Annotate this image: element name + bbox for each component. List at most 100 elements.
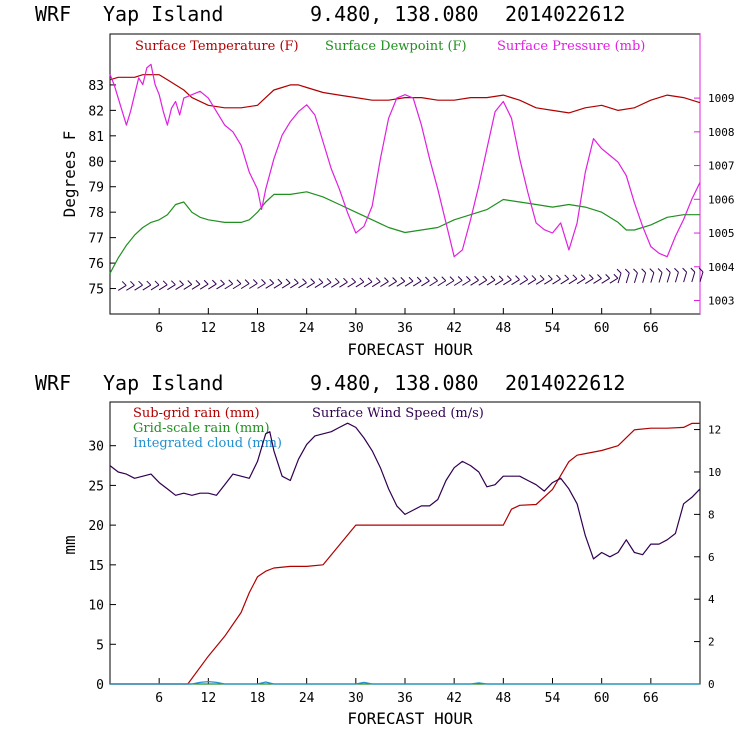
wind-barb <box>249 279 258 289</box>
panel2-run: 2014022612 <box>505 371 625 395</box>
y2-tick-label: 1003 <box>708 295 735 308</box>
panel1-y-axis-label: Degrees F <box>60 131 79 218</box>
x-tick-label: 48 <box>496 321 512 336</box>
y-tick-label: 81 <box>88 130 104 145</box>
x-tick-label: 30 <box>348 321 364 336</box>
panel1-model: WRF <box>35 2 71 26</box>
wind-barb <box>585 274 594 285</box>
wind-barb <box>322 278 332 288</box>
x-tick-label: 66 <box>643 321 659 336</box>
wind-barb <box>142 280 152 291</box>
wind-barb <box>265 278 275 289</box>
panel2-y-ticks: 0 5 10 15 20 25 30 <box>88 440 116 693</box>
wind-barb <box>568 274 578 285</box>
wind-barb <box>682 267 688 283</box>
wind-barb <box>175 280 184 291</box>
y-tick-label: 5 <box>96 638 104 653</box>
wind-barb <box>649 268 655 283</box>
y2-tick-label: 10 <box>708 466 721 479</box>
panel2-legend-gridscale-rain: Grid-scale rain (mm) <box>133 421 270 436</box>
wind-barb <box>511 275 520 286</box>
y-tick-label: 25 <box>88 479 104 494</box>
wind-barb <box>544 274 553 285</box>
wind-barb <box>150 280 160 291</box>
panel2-x-axis-label: FORECAST HOUR <box>347 709 473 728</box>
y-tick-label: 75 <box>88 283 104 298</box>
panel1-x-axis-label: FORECAST HOUR <box>347 340 473 359</box>
y2-tick-label: 4 <box>708 593 715 606</box>
y2-tick-label: 1008 <box>708 126 735 139</box>
wind-barb <box>609 273 619 284</box>
panel2-y-axis-label: mm <box>60 535 79 554</box>
x-tick-label: 42 <box>446 691 462 706</box>
y2-tick-label: 12 <box>708 424 721 437</box>
wind-barb <box>437 276 447 287</box>
wind-barb <box>404 276 414 287</box>
wind-barb <box>208 279 217 290</box>
wind-barb <box>616 268 622 284</box>
wind-barb <box>698 267 704 283</box>
panel1-legend-pressure: Surface Pressure (mb) <box>497 39 645 54</box>
series-line-surface-dewpoint-f <box>109 191 700 274</box>
wind-barb <box>503 275 512 286</box>
x-tick-label: 60 <box>594 321 610 336</box>
x-tick-label: 36 <box>397 321 413 336</box>
wind-barb <box>240 279 250 290</box>
y-tick-label: 10 <box>88 599 104 614</box>
panel1-x-ticks: 6 12 18 24 30 36 42 48 54 60 66 <box>155 308 659 336</box>
wind-barb <box>281 278 291 289</box>
wind-barb <box>624 268 630 284</box>
panel1-series-lines <box>109 63 701 274</box>
x-tick-label: 30 <box>348 691 364 706</box>
wind-barb <box>388 277 397 287</box>
wind-barb <box>641 268 647 283</box>
wind-barb <box>674 267 679 283</box>
x-tick-label: 12 <box>201 691 217 706</box>
wind-barb <box>657 268 663 283</box>
wind-barb <box>486 275 496 286</box>
y-tick-label: 20 <box>88 519 104 534</box>
wind-barb <box>191 279 201 290</box>
x-tick-label: 60 <box>594 691 610 706</box>
y-tick-label: 78 <box>88 206 104 221</box>
wind-barb <box>290 278 299 289</box>
panel2-legend-wind-speed: Surface Wind Speed (m/s) <box>312 406 484 421</box>
panel2-series-lines <box>109 422 701 685</box>
wind-barb <box>371 277 381 288</box>
wind-barb <box>298 278 307 289</box>
wind-barb <box>355 277 365 288</box>
wind-barb <box>347 277 356 288</box>
wind-barb <box>306 278 316 289</box>
wind-barb <box>314 278 324 288</box>
wind-barb <box>126 280 135 291</box>
wind-barb <box>330 277 340 288</box>
y2-tick-label: 1007 <box>708 160 735 173</box>
x-tick-label: 36 <box>397 691 413 706</box>
x-tick-label: 12 <box>201 321 217 336</box>
panel1-wind-barbs <box>117 267 704 291</box>
y2-tick-label: 1005 <box>708 227 735 240</box>
panel2-location: Yap Island <box>103 371 223 395</box>
x-tick-label: 24 <box>299 691 315 706</box>
y2-tick-label: 2 <box>708 636 715 649</box>
wind-barb <box>633 268 638 284</box>
y2-tick-label: 1004 <box>708 261 735 274</box>
wind-barb <box>429 276 438 287</box>
series-line-surface-temperature-f <box>109 74 701 114</box>
x-tick-label: 6 <box>155 321 163 336</box>
wind-barb <box>363 277 373 288</box>
wind-barb <box>535 274 545 285</box>
panel1-location: Yap Island <box>103 2 223 26</box>
series-line-surface-wind-speed-m-s <box>109 422 701 560</box>
panel1-legend-dewpoint: Surface Dewpoint (F) <box>325 39 467 54</box>
panel2-legend-integrated-cloud: Integrated cloud (mm) <box>133 436 282 451</box>
y-tick-label: 79 <box>88 181 104 196</box>
panel1-run: 2014022612 <box>505 2 625 26</box>
wind-barb <box>396 276 406 287</box>
wind-barb <box>527 275 537 285</box>
y-tick-label: 76 <box>88 257 104 272</box>
x-tick-label: 48 <box>496 691 512 706</box>
wind-barb <box>421 276 430 287</box>
wind-barb <box>576 274 586 285</box>
